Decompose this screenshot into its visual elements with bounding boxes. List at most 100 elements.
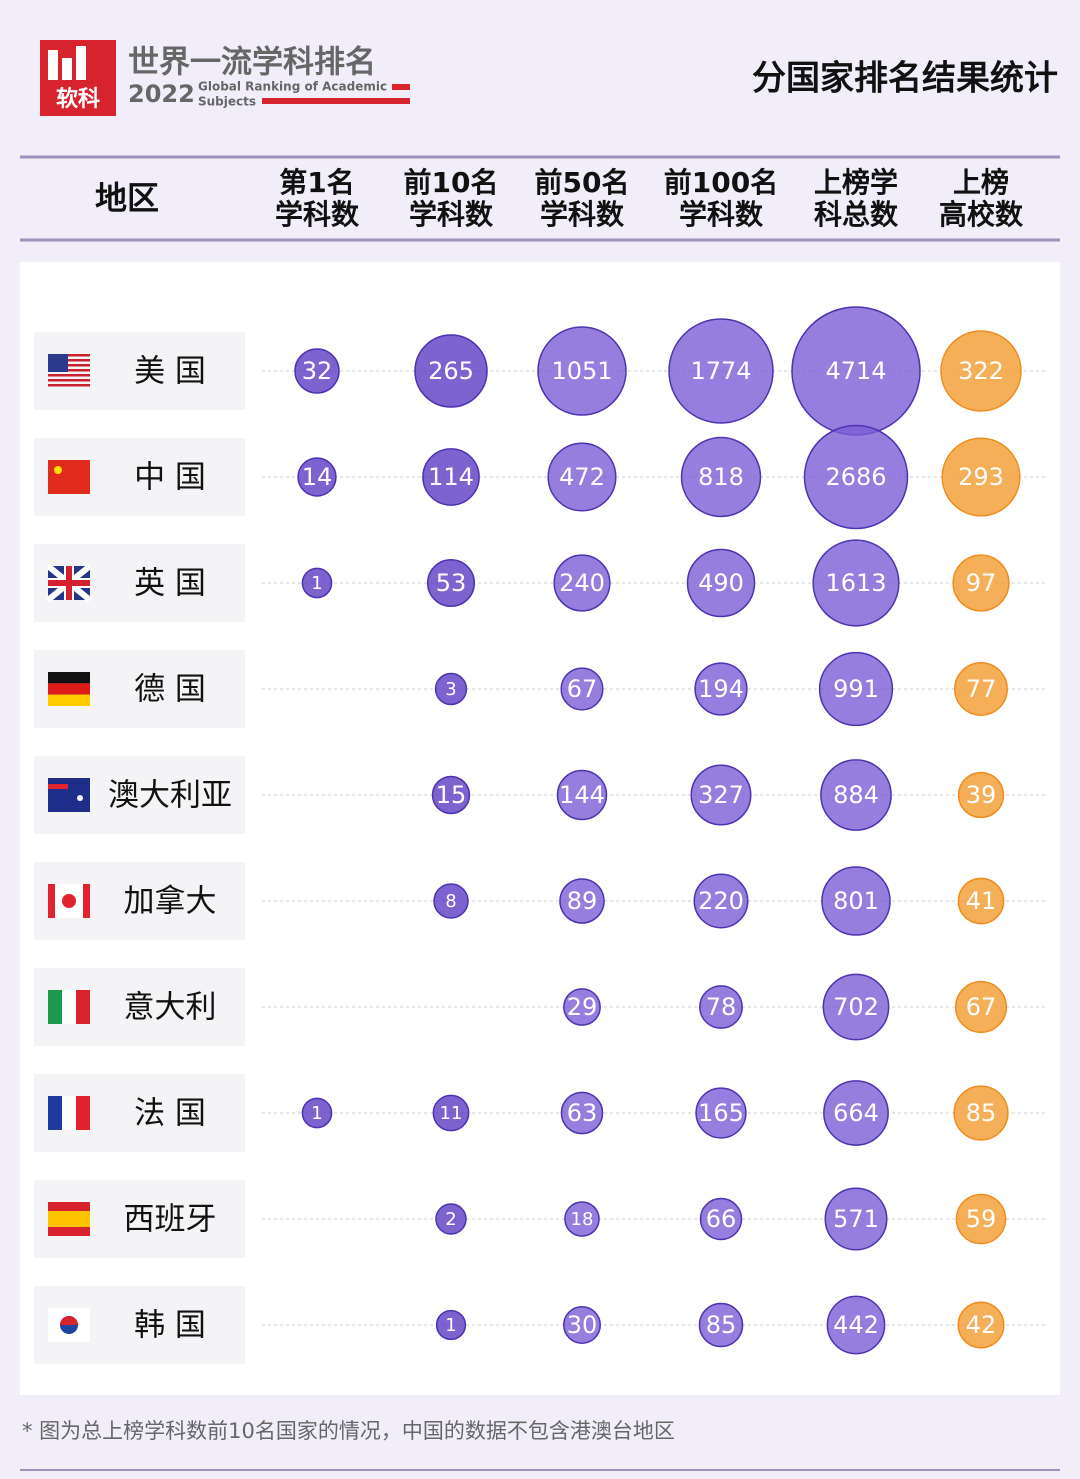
bubble: [301, 567, 333, 599]
region-name: 澳大利亚: [108, 778, 232, 814]
region-name: 加拿大: [124, 884, 217, 920]
bubble: [426, 558, 476, 608]
bubble: [821, 866, 891, 936]
flag-part: [48, 354, 90, 357]
bubble-label: 1613: [825, 569, 886, 597]
bubble: [553, 554, 611, 612]
column-header: 学科数: [275, 198, 360, 231]
bubble: [824, 1187, 888, 1251]
bubble: [699, 985, 743, 1029]
flag-part: [48, 1096, 62, 1130]
bubble-label: 85: [966, 1099, 997, 1127]
bubble: [563, 988, 601, 1026]
bubble: [431, 775, 471, 815]
bubble: [695, 1087, 747, 1139]
flag-part: [48, 778, 90, 812]
region-name: 英 国: [134, 566, 206, 602]
flag: [48, 460, 90, 494]
region-header: 地区: [95, 179, 159, 217]
bubble-label: 8: [445, 891, 456, 912]
year: 2022: [128, 80, 195, 108]
bubble-label: 63: [567, 1099, 598, 1127]
flag-part: [48, 884, 55, 918]
bubble-label: 1774: [690, 357, 751, 385]
flag-part: [48, 359, 90, 362]
logo-bar: [48, 50, 58, 80]
bubble-label: 1: [311, 1103, 322, 1124]
flag-part: [48, 990, 62, 1024]
bubble: [818, 651, 894, 727]
bubble-label: 144: [559, 781, 605, 809]
bubble-label: 194: [698, 675, 744, 703]
flag-part: [76, 990, 90, 1024]
bubble-label: 97: [966, 569, 997, 597]
bubble: [547, 442, 617, 512]
flag-part: [48, 379, 90, 382]
region-name: 韩 国: [134, 1308, 206, 1344]
bubble-label: 67: [567, 675, 598, 703]
region-name: 意大利: [124, 990, 217, 1026]
bubble: [957, 877, 1005, 925]
bubble-label: 472: [559, 463, 605, 491]
flag-part: [66, 566, 72, 600]
bubble: [823, 1080, 889, 1146]
bubble-label: 41: [966, 887, 997, 915]
bubble: [435, 1309, 467, 1341]
bubble-label: 15: [436, 781, 467, 809]
flag-part: [48, 694, 90, 706]
bubble-label: 322: [958, 357, 1004, 385]
bubble-label: 220: [698, 887, 744, 915]
flag-part: [77, 795, 83, 801]
title: 世界一流学科排名: [128, 45, 376, 81]
bubble: [435, 1203, 467, 1235]
bubble: [812, 539, 900, 627]
flag-part: [60, 1316, 78, 1325]
bubble: [957, 771, 1005, 819]
bubble-label: 85: [706, 1311, 737, 1339]
bubble: [537, 326, 627, 416]
bubble: [940, 330, 1022, 412]
bubble: [559, 878, 605, 924]
logo-stripe: [392, 84, 410, 90]
bubble: [953, 1085, 1009, 1141]
flag: [48, 354, 90, 387]
bubble: [294, 348, 340, 394]
bubble: [694, 662, 748, 716]
bubble: [560, 667, 604, 711]
flag-part: [48, 354, 68, 372]
bubble: [954, 980, 1008, 1034]
column-header: 上榜: [953, 166, 1009, 199]
flag-part: [62, 990, 76, 1024]
column-header: 学科数: [679, 198, 764, 231]
bubble-label: 18: [571, 1209, 594, 1230]
column-header: 前10名: [404, 166, 499, 199]
bubble: [422, 448, 480, 506]
bubble: [668, 318, 774, 424]
bubble: [954, 662, 1008, 716]
region-name: 中 国: [134, 460, 206, 496]
column-header: 前100名: [664, 166, 778, 199]
bubble-label: 30: [567, 1311, 598, 1339]
bubble: [686, 548, 756, 618]
region-name: 西班牙: [124, 1202, 217, 1238]
bubble-label: 2686: [825, 463, 886, 491]
flag-part: [48, 784, 68, 789]
subtitle-en: Global Ranking of Academic: [198, 80, 387, 94]
bubble-label: 490: [698, 569, 744, 597]
logo-stripe: [262, 98, 410, 104]
bubble-label: 78: [706, 993, 737, 1021]
bubble-label: 801: [833, 887, 879, 915]
bubble: [699, 1197, 743, 1241]
column-header: 学科数: [409, 198, 494, 231]
bubble-label: 702: [833, 993, 879, 1021]
bubble: [957, 1301, 1005, 1349]
bubble-label: 3: [445, 679, 456, 700]
flag-part: [62, 1096, 76, 1130]
flag-part: [54, 466, 62, 474]
bubble: [690, 764, 752, 826]
bubble-label: 29: [567, 993, 598, 1021]
flag-part: [48, 369, 90, 372]
flag: [48, 884, 90, 918]
bubble: [955, 1193, 1007, 1245]
